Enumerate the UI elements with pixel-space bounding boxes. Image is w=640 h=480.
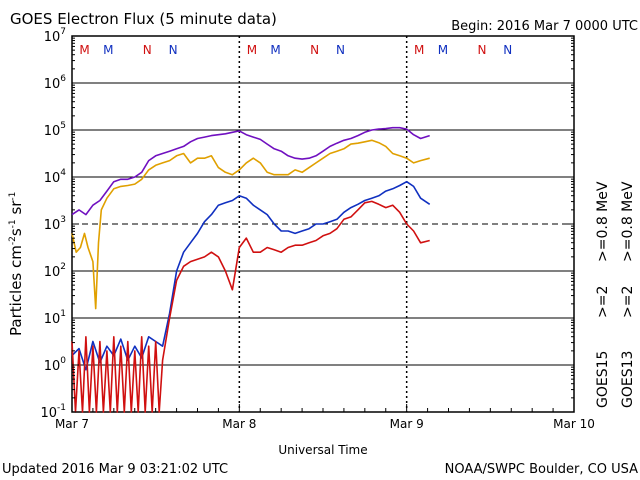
series-line bbox=[71, 200, 430, 413]
y-tick-label: 107 bbox=[44, 27, 66, 45]
y-tick-label: 104 bbox=[44, 168, 67, 186]
legend-goes13: GOES13 bbox=[620, 351, 636, 408]
y-axis-label-mid1: s bbox=[7, 228, 25, 236]
x-tick-label: Mar 10 bbox=[553, 417, 595, 431]
series-lines bbox=[71, 126, 431, 413]
mn-marker: M bbox=[414, 43, 424, 57]
mn-marker: M bbox=[270, 43, 280, 57]
y-axis-label-mid2: sr bbox=[7, 200, 25, 220]
legend-goes13-08mev: >=0.8 MeV bbox=[620, 181, 636, 262]
x-tick-label: Mar 8 bbox=[222, 417, 256, 431]
begin-label: Begin: 2016 Mar 7 0000 UTC bbox=[451, 19, 638, 34]
mn-marker: M bbox=[247, 43, 257, 57]
series-line bbox=[71, 126, 430, 216]
y-tick-label: 100 bbox=[44, 356, 67, 374]
mn-marker: N bbox=[169, 43, 178, 57]
x-tick-label: Mar 7 bbox=[55, 417, 89, 431]
mn-marker: N bbox=[336, 43, 345, 57]
updated-label: Updated 2016 Mar 9 03:21:02 UTC bbox=[2, 462, 228, 477]
y-axis-label: Particles cm-2s-1 sr-1 bbox=[7, 192, 25, 336]
series-line bbox=[71, 180, 431, 371]
credit-label: NOAA/SWPC Boulder, CO USA bbox=[445, 462, 638, 477]
y-tick-label: 101 bbox=[44, 309, 66, 327]
series-line bbox=[71, 139, 430, 310]
y-axis-label-base: Particles cm bbox=[7, 245, 25, 336]
mn-marker: N bbox=[503, 43, 512, 57]
legend-goes15-2mev: >=2 bbox=[595, 286, 611, 318]
legend-goes15-08mev: >=0.8 MeV bbox=[595, 181, 611, 262]
mn-marker: M bbox=[79, 43, 89, 57]
x-axis-label: Universal Time bbox=[278, 443, 367, 457]
chart-title: GOES Electron Flux (5 minute data) bbox=[10, 10, 277, 28]
x-ticks: Mar 7 Mar 8 Mar 9 Mar 10 bbox=[55, 404, 595, 431]
mn-marker: N bbox=[477, 43, 486, 57]
mn-marker: M bbox=[438, 43, 448, 57]
legend-goes13-2mev: >=2 bbox=[620, 286, 636, 318]
legend: GOES13 GOES15 >=2 >=2 >=0.8 MeV >=0.8 Me… bbox=[595, 181, 636, 408]
y-axis-label-sup1: -2 bbox=[8, 236, 18, 245]
y-tick-label: 103 bbox=[44, 215, 66, 233]
grid-lines bbox=[72, 82, 574, 366]
y-axis-label-sup2: -1 bbox=[8, 219, 18, 228]
y-tick-label: 102 bbox=[44, 262, 66, 280]
x-tick-label: Mar 9 bbox=[390, 417, 424, 431]
mn-marker: N bbox=[143, 43, 152, 57]
mn-marker: M bbox=[103, 43, 113, 57]
y-tick-label: 10-1 bbox=[40, 403, 66, 421]
mn-marker: N bbox=[310, 43, 319, 57]
legend-goes15: GOES15 bbox=[595, 351, 611, 408]
y-ticks: 10-1 100 101 102 103 104 105 106 107 bbox=[40, 27, 574, 421]
y-axis-label-sup3: -1 bbox=[8, 192, 18, 201]
y-tick-label: 106 bbox=[44, 74, 67, 92]
y-tick-label: 105 bbox=[44, 121, 66, 139]
